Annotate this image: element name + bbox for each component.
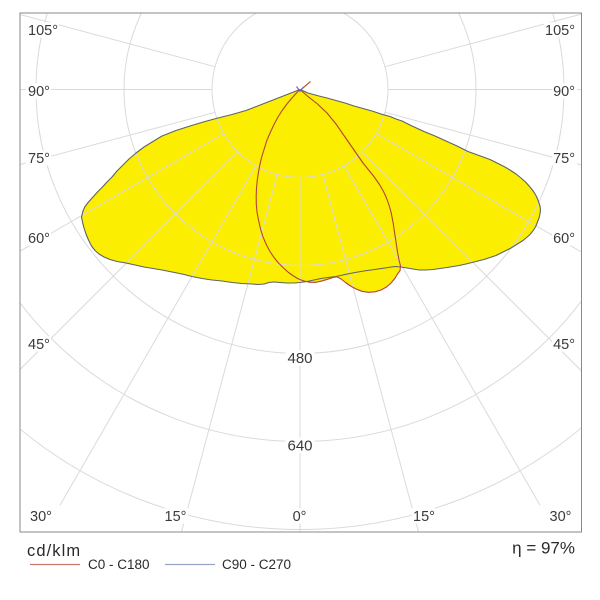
svg-text:75°: 75° — [553, 151, 575, 167]
svg-text:0°: 0° — [293, 509, 307, 525]
svg-text:105°: 105° — [28, 23, 58, 39]
svg-text:45°: 45° — [28, 337, 50, 353]
svg-text:45°: 45° — [553, 337, 575, 353]
svg-text:30°: 30° — [30, 509, 52, 525]
svg-text:60°: 60° — [28, 231, 50, 247]
svg-text:90°: 90° — [553, 84, 575, 100]
svg-text:15°: 15° — [165, 509, 187, 525]
svg-text:90°: 90° — [28, 84, 50, 100]
svg-text:C90 - C270: C90 - C270 — [222, 557, 291, 572]
svg-text:cd/klm: cd/klm — [27, 542, 81, 560]
svg-text:30°: 30° — [550, 509, 572, 525]
svg-text:C0 - C180: C0 - C180 — [88, 557, 150, 572]
svg-text:640: 640 — [287, 438, 312, 455]
svg-text:60°: 60° — [553, 231, 575, 247]
svg-text:480: 480 — [287, 350, 312, 367]
svg-text:75°: 75° — [28, 151, 50, 167]
svg-text:η = 97%: η = 97% — [512, 539, 575, 558]
svg-text:105°: 105° — [545, 23, 575, 39]
svg-text:15°: 15° — [413, 509, 435, 525]
